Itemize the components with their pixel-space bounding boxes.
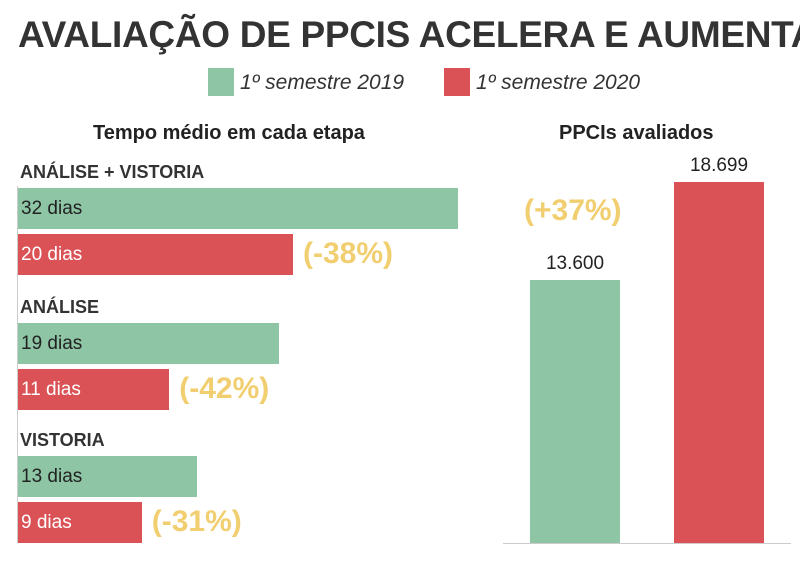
change-annotation: (-38%) bbox=[303, 237, 394, 270]
legend-label-2020: 1º semestre 2020 bbox=[476, 71, 641, 94]
change-annotation: (-31%) bbox=[151, 505, 242, 538]
bar-value-label: 13.600 bbox=[545, 253, 605, 275]
left-chart-title: Tempo médio em cada etapa bbox=[93, 122, 365, 144]
change-annotation: (+37%) bbox=[524, 194, 622, 227]
category-label: VISTORIA bbox=[20, 430, 105, 450]
bar-2019: 13 dias bbox=[18, 456, 197, 497]
legend-swatch-2020 bbox=[444, 68, 470, 96]
bar-2020: 20 dias bbox=[18, 234, 293, 275]
bar-value-label: 19 dias bbox=[21, 333, 83, 354]
legend: 1º semestre 2019 1º semestre 2020 bbox=[0, 68, 800, 98]
bar-2020: 9 dias bbox=[18, 502, 142, 543]
chart-title: AVALIAÇÃO DE PPCIS ACELERA E AUMENTA bbox=[18, 14, 800, 55]
category-label: ANÁLISE bbox=[20, 297, 100, 317]
bar-value-label: 11 dias bbox=[21, 379, 81, 400]
right-chart-baseline bbox=[503, 543, 791, 544]
legend-label-2019: 1º semestre 2019 bbox=[240, 71, 405, 94]
change-annotation: (-42%) bbox=[179, 372, 270, 405]
legend-swatch-2019 bbox=[208, 68, 234, 96]
bar-value-label: 13 dias bbox=[21, 466, 83, 487]
bar-value-label: 32 dias bbox=[21, 198, 83, 219]
left-chart-axis bbox=[17, 186, 18, 543]
right-chart-title: PPCIs avaliados bbox=[559, 122, 714, 144]
bar-value-label: 18.699 bbox=[689, 155, 749, 176]
bar-2019: 19 dias bbox=[18, 323, 280, 364]
bar-2019 bbox=[530, 280, 620, 543]
category-label: ANÁLISE + VISTORIA bbox=[20, 162, 205, 182]
bar-2019: 32 dias bbox=[18, 188, 458, 229]
bar-2020: 11 dias bbox=[18, 369, 170, 410]
bar-value-label: 9 dias bbox=[21, 512, 72, 533]
bar-value-label: 20 dias bbox=[21, 244, 83, 265]
bar-2020 bbox=[674, 182, 764, 543]
